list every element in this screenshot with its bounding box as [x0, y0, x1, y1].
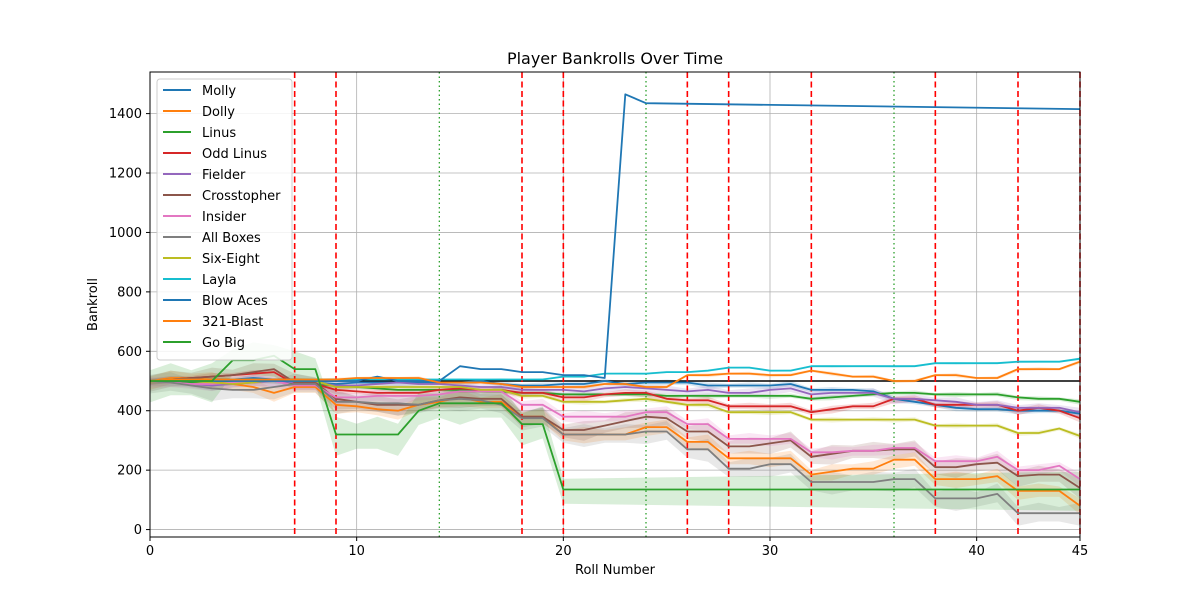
- x-tick-label: 10: [348, 544, 365, 559]
- legend-label: Layla: [202, 273, 236, 288]
- legend-label: Go Big: [202, 336, 245, 351]
- series-line: [149, 360, 1081, 388]
- legend-label: Odd Linus: [202, 147, 267, 162]
- y-tick-label: 600: [117, 345, 142, 360]
- y-tick-label: 1000: [109, 226, 142, 241]
- series-line-layer: [149, 93, 1081, 515]
- legend-label: Dolly: [202, 105, 235, 120]
- legend-label: 321-Blast: [202, 315, 263, 330]
- legend-label: All Boxes: [202, 231, 261, 246]
- x-tick-label: 0: [146, 544, 154, 559]
- series-line: [149, 368, 1081, 489]
- y-tick-label: 400: [117, 404, 142, 419]
- x-tick-label: 40: [968, 544, 985, 559]
- roll-marker-layer: [150, 72, 1081, 537]
- legend-label: Blow Aces: [202, 294, 268, 309]
- series-band: [150, 370, 1080, 515]
- x-tick-label: 20: [555, 544, 572, 559]
- series-line: [150, 354, 1080, 491]
- series-line: [150, 93, 1081, 382]
- x-tick-label: 45: [1072, 544, 1089, 559]
- series-band: [150, 372, 1080, 526]
- legend-label: Molly: [202, 84, 236, 99]
- legend-label: Insider: [202, 210, 247, 225]
- y-tick-label: 0: [134, 523, 142, 538]
- legend-label: Fielder: [202, 168, 246, 183]
- plot-frame: [149, 71, 1081, 538]
- y-axis-label: Bankroll: [86, 278, 101, 331]
- y-tick-label: 1200: [109, 167, 142, 182]
- legend-box: [156, 78, 293, 361]
- legend-label: Linus: [202, 126, 236, 141]
- x-axis-label: Roll Number: [575, 563, 656, 578]
- y-tick-label: 1400: [109, 107, 142, 122]
- series-band: [150, 370, 1080, 423]
- chart-title: Player Bankrolls Over Time: [507, 49, 723, 68]
- series-band: [150, 378, 1080, 405]
- y-tick-label: 200: [117, 464, 142, 479]
- legend-label: Crosstopher: [202, 189, 281, 204]
- series-band: [150, 363, 1080, 499]
- x-tick-label: 30: [762, 544, 779, 559]
- series-line: [149, 380, 1081, 480]
- tick-layer: 0 10 20 30 40 45 0 200 400 600 800 1000 1200 1400: [109, 107, 1088, 559]
- y-tick-label: 800: [117, 285, 142, 300]
- legend-label: Six-Eight: [202, 252, 260, 267]
- legend: Molly Dolly Linus Odd Linus Fielder Crosstoph…: [156, 78, 293, 361]
